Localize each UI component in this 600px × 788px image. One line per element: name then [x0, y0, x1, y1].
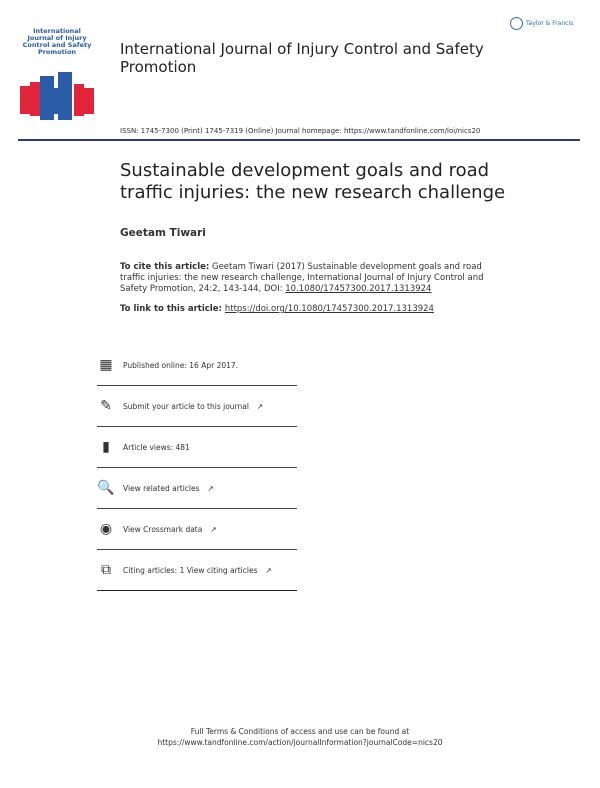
article-link[interactable]: https://doi.org/10.1080/17457300.2017.13…	[224, 304, 434, 314]
info-item: ▦ Published online: 16 Apr 2017.	[97, 345, 297, 386]
doi-link[interactable]: 10.1080/17457300.2017.1313924	[285, 284, 432, 294]
citation: To cite this article: Geetam Tiwari (201…	[120, 262, 490, 295]
header-divider	[18, 139, 580, 141]
issn-line: ISSN: 1745-7300 (Print) 1745-7319 (Onlin…	[120, 127, 480, 135]
info-item-text: Citing articles: 1 View citing articles	[123, 565, 258, 575]
search-document-icon: 🔍	[97, 480, 115, 496]
issn-text: ISSN: 1745-7300 (Print) 1745-7319 (Onlin…	[120, 127, 344, 135]
article-link-line: To link to this article: https://doi.org…	[120, 304, 434, 314]
info-item[interactable]: 🔍 View related articles ↗	[97, 468, 297, 509]
info-item[interactable]: ✎ Submit your article to this journal ↗	[97, 386, 297, 427]
footer-link[interactable]: https://www.tandfonline.com/action/journ…	[157, 738, 443, 747]
info-item[interactable]: ◉ View Crossmark data ↗	[97, 509, 297, 550]
article-info-list: ▦ Published online: 16 Apr 2017. ✎ Submit y…	[97, 345, 297, 591]
journal-title: International Journal of Injury Control …	[120, 40, 484, 76]
info-item-text: Submit your article to this journal	[123, 401, 249, 411]
article-author: Geetam Tiwari	[120, 227, 206, 239]
external-link-icon: ↗	[207, 483, 214, 493]
publisher-logo-text: Taylor & Francis	[526, 20, 574, 27]
cover-title: International Journal of Injury Control …	[22, 27, 92, 56]
cover-figures-illustration	[20, 72, 94, 120]
info-item-text: View Crossmark data	[123, 524, 203, 534]
external-link-icon: ↗	[265, 565, 272, 575]
link-label: To link to this article:	[120, 304, 225, 314]
edit-icon: ✎	[100, 398, 112, 414]
external-link-icon: ↗	[256, 401, 264, 411]
cite-label: To cite this article:	[120, 262, 210, 272]
article-title: Sustainable development goals and road t…	[120, 160, 506, 203]
journal-cover-image: International Journal of Injury Control …	[18, 18, 96, 126]
journal-homepage-link[interactable]: https://www.tandfonline.com/loi/nics20	[343, 127, 481, 135]
external-link-icon: ↗	[210, 524, 217, 534]
info-item-text: View related articles	[123, 483, 200, 493]
crossmark-icon: ◉	[99, 521, 113, 537]
info-item-text: Published online: 16 Apr 2017.	[123, 360, 239, 370]
footer-text: Full Terms & Conditions of access and us…	[190, 727, 410, 736]
bar-chart-icon: ▮	[102, 439, 110, 455]
publisher-logo: Taylor & Francis	[510, 17, 573, 30]
calendar-icon: ▦	[99, 357, 113, 373]
info-item[interactable]: ⧉ Citing articles: 1 View citing articles…	[97, 550, 297, 591]
publisher-logo-icon	[510, 17, 523, 30]
footer: Full Terms & Conditions of access and us…	[0, 726, 600, 748]
citing-icon: ⧉	[101, 562, 111, 578]
info-item: ▮ Article views: 481	[97, 427, 297, 468]
info-item-text: Article views: 481	[123, 442, 190, 452]
cite-text: Geetam Tiwari (2017) Sustainable develop…	[120, 262, 484, 294]
